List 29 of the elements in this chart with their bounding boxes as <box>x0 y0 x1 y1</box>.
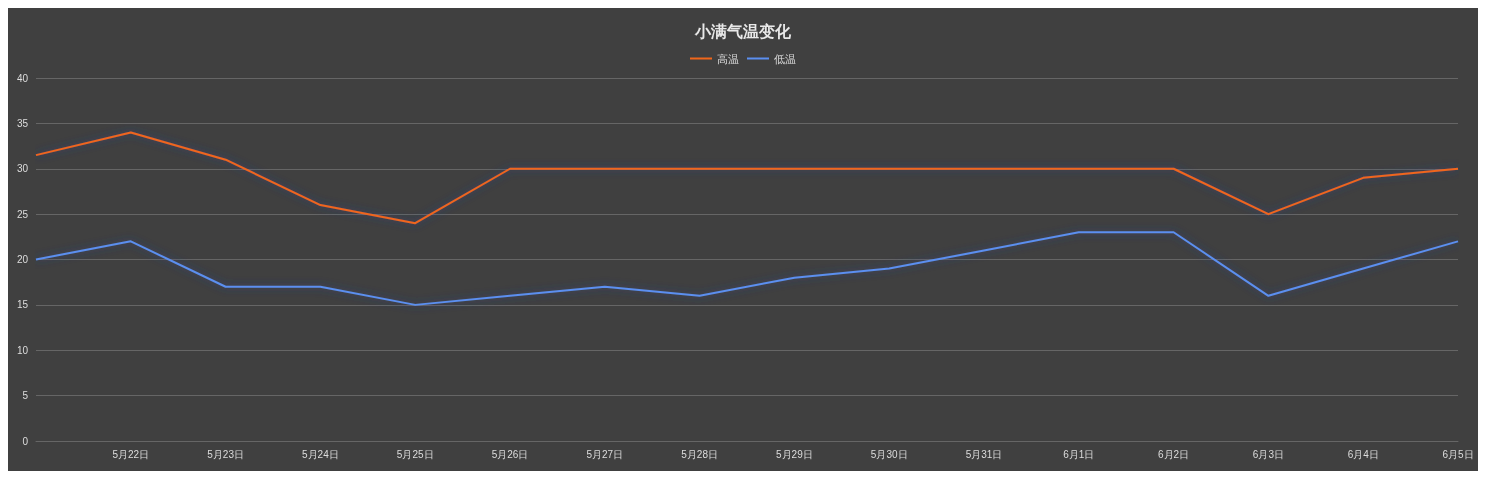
x-tick-label: 5月28日 <box>681 448 718 460</box>
y-tick-label: 35 <box>16 117 29 129</box>
x-tick-label: 6月3日 <box>1252 448 1284 460</box>
chart-title: 小满气温变化 <box>694 21 792 41</box>
x-tick-label: 5月25日 <box>396 448 434 460</box>
line-series <box>35 231 1459 306</box>
x-tick-label: 6月2日 <box>1158 448 1190 460</box>
legend-label: 高温 <box>717 52 739 65</box>
y-tick-label: 5 <box>22 390 29 402</box>
x-tick-label: 6月1日 <box>1063 448 1095 460</box>
x-tick-label: 6月4日 <box>1347 448 1379 460</box>
y-tick-label: 25 <box>16 208 29 220</box>
line-series <box>35 131 1459 225</box>
legend-label: 低温 <box>774 52 796 65</box>
x-tick-label: 5月23日 <box>207 448 244 460</box>
x-tick-label: 5月22日 <box>112 448 150 460</box>
x-tick-label: 5月29日 <box>776 448 813 460</box>
y-tick-label: 40 <box>16 72 29 84</box>
x-tick-label: 5月30日 <box>870 448 908 460</box>
x-tick-label: 5月27日 <box>586 448 624 460</box>
y-tick-label: 15 <box>16 299 29 311</box>
x-tick-label: 5月24日 <box>302 448 339 460</box>
y-tick-label: 20 <box>16 254 29 265</box>
x-tick-label: 5月26日 <box>491 448 529 460</box>
x-tick-label: 5月31日 <box>965 448 1003 460</box>
y-tick-label: 30 <box>16 163 29 175</box>
x-tick-label: 6月5日 <box>1442 448 1474 460</box>
y-tick-label: 10 <box>16 344 29 356</box>
y-tick-label: 0 <box>22 435 29 447</box>
